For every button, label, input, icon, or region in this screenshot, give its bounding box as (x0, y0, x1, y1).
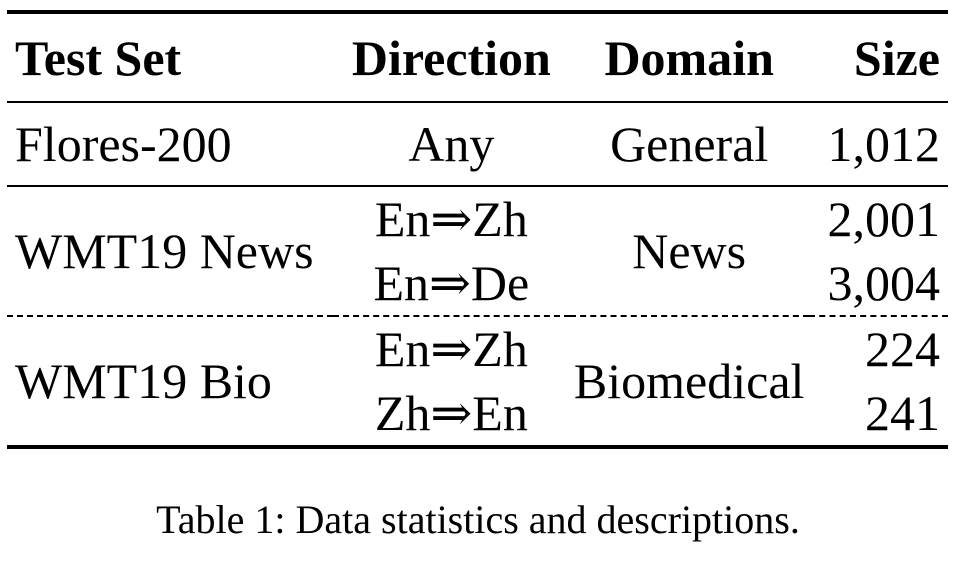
cell-domain: General (569, 102, 809, 187)
table-caption: Table 1: Data statistics and description… (156, 497, 800, 542)
cell-test-set: WMT19 News (7, 186, 334, 317)
cell-test-set: WMT19 Bio (15, 353, 272, 409)
header-direction: Direction (333, 12, 570, 103)
cell-size: 241 (865, 385, 940, 441)
cell-domain: News (569, 186, 809, 317)
cell-size: 3,004 (808, 251, 948, 317)
data-statistics-table: Test Set Direction Domain Size Flores-20… (7, 10, 948, 449)
cell-domain: Biomedical (573, 353, 805, 409)
header-size: Size (808, 12, 948, 103)
table-header-row: Test Set Direction Domain Size (7, 12, 948, 103)
table-row-wmt19-news-1: WMT19 News En⇒Zh News 2,001 (7, 186, 948, 317)
table-row-wmt19-bio-1: WMT19 Bio En⇒Zh Biomedical 224 (7, 316, 948, 406)
table-row-flores: Flores-200 Any General 1,012 (7, 102, 948, 187)
cell-size: 224 (865, 321, 940, 377)
cell-size: 1,012 (808, 102, 948, 187)
cell-direction: Any (333, 102, 570, 187)
cell-test-set: Flores-200 (7, 102, 334, 187)
cell-size: 2,001 (827, 191, 941, 247)
header-domain: Domain (569, 12, 809, 103)
cell-direction: En⇒De (333, 251, 570, 317)
table-row-wmt19-bio-2: Zh⇒En 241 (7, 381, 948, 447)
table-row-wmt19-news-2: En⇒De 3,004 (7, 251, 948, 317)
cell-direction: En⇒Zh (374, 191, 528, 247)
header-test-set: Test Set (7, 12, 334, 103)
cell-direction: En⇒Zh (374, 321, 528, 377)
data-statistics-table-container: Test Set Direction Domain Size Flores-20… (7, 10, 948, 449)
cell-direction: Zh⇒En (374, 385, 528, 441)
